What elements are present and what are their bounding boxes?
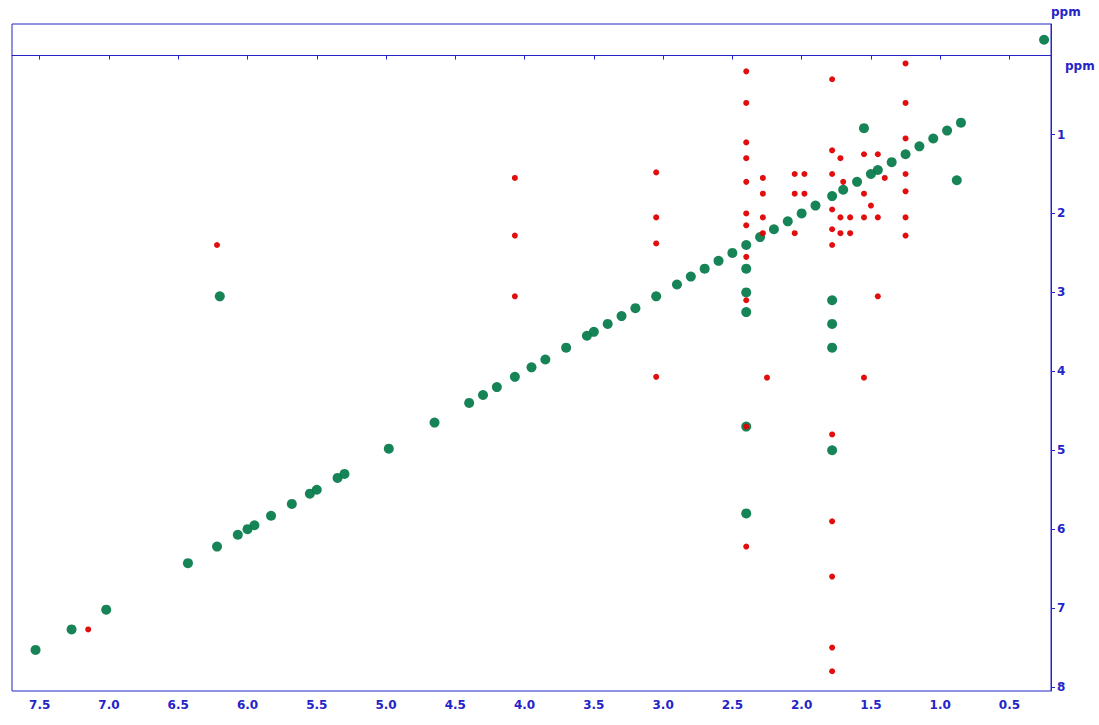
svg-text:5: 5 [1057,443,1065,457]
svg-text:2.5: 2.5 [722,698,743,712]
svg-text:4: 4 [1057,364,1065,378]
svg-text:4.0: 4.0 [514,698,535,712]
svg-text:6.0: 6.0 [237,698,258,712]
svg-text:4.5: 4.5 [445,698,466,712]
svg-text:0.5: 0.5 [999,698,1020,712]
svg-text:1.5: 1.5 [860,698,881,712]
svg-text:6: 6 [1057,522,1065,536]
svg-text:ppm: ppm [1065,59,1095,73]
svg-text:7.0: 7.0 [98,698,119,712]
svg-text:3.0: 3.0 [652,698,673,712]
svg-text:7.5: 7.5 [29,698,50,712]
svg-text:2.0: 2.0 [791,698,812,712]
svg-text:ppm: ppm [1051,5,1081,19]
svg-text:3.5: 3.5 [583,698,604,712]
svg-text:1: 1 [1057,128,1065,142]
svg-text:8: 8 [1057,680,1065,694]
svg-text:5.0: 5.0 [375,698,396,712]
svg-text:5.5: 5.5 [306,698,327,712]
svg-text:1.0: 1.0 [930,698,951,712]
svg-text:3: 3 [1057,285,1065,299]
svg-text:7: 7 [1057,601,1065,615]
svg-text:6.5: 6.5 [168,698,189,712]
svg-text:2: 2 [1057,206,1065,220]
